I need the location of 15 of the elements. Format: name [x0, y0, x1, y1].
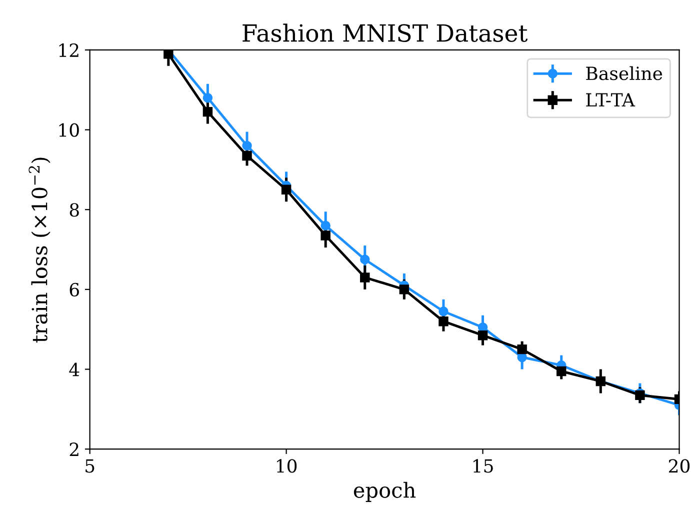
legend-label: LT-TA [586, 93, 636, 106]
x-tick-label: 5 [86, 459, 94, 473]
x-tick-label: 15 [473, 459, 493, 473]
x-axis-title: epoch [354, 482, 416, 502]
y-tick-label: 8 [70, 203, 79, 217]
y-tick-label: 4 [69, 362, 80, 376]
y-tick-label: 12 [59, 43, 78, 57]
y-tick-label: 6 [70, 282, 79, 297]
y-tick-label: 10 [59, 123, 79, 137]
y-tick-label: 2 [70, 442, 78, 456]
x-tick-label: 20 [668, 459, 690, 473]
chart-title: Fashion MNIST Dataset [242, 24, 528, 42]
legend-label: Baseline [586, 66, 662, 80]
y-axis-title: train loss (×10$^{−2}$) [28, 158, 50, 343]
x-tick-label: 10 [277, 459, 297, 473]
